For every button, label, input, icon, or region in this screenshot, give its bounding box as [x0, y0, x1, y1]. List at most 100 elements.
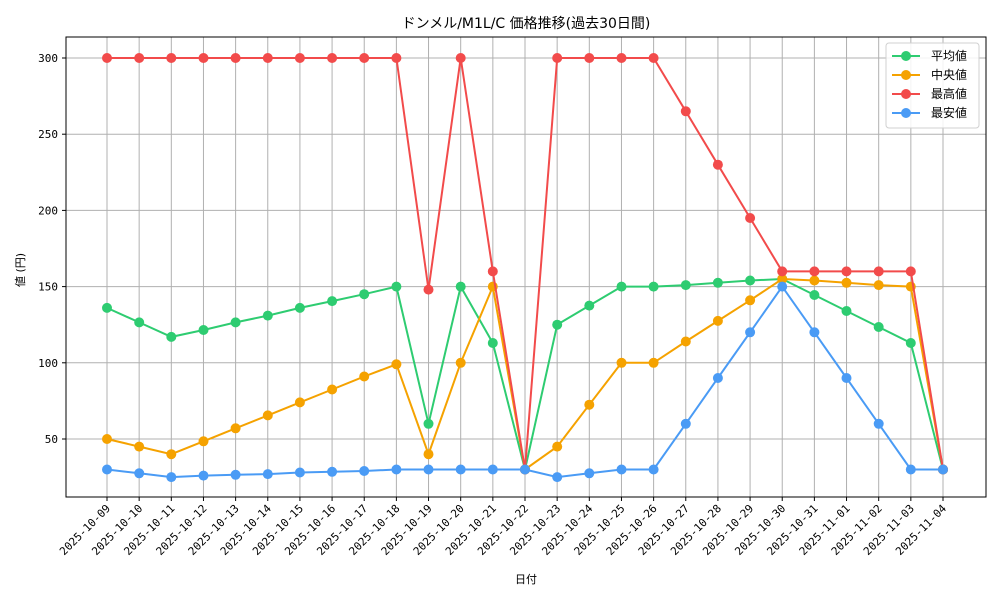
data-point	[327, 296, 338, 307]
data-point	[391, 53, 402, 63]
data-point	[841, 266, 852, 277]
legend-item: 最安値	[892, 105, 967, 120]
data-point	[680, 280, 691, 291]
legend-marker-icon	[901, 108, 911, 118]
data-point	[584, 399, 595, 410]
data-point	[134, 53, 145, 63]
data-point	[905, 266, 916, 277]
data-point	[166, 472, 177, 483]
data-point	[745, 275, 756, 286]
series-3	[102, 281, 948, 483]
data-point	[423, 464, 434, 475]
data-point	[552, 53, 563, 63]
data-point	[294, 467, 305, 478]
data-point	[873, 266, 884, 277]
data-point	[359, 53, 370, 63]
x-axis-label: 日付	[515, 573, 537, 586]
data-point	[841, 306, 852, 316]
data-point	[680, 106, 691, 117]
plot-frame	[65, 36, 987, 498]
data-point	[712, 159, 723, 170]
data-point	[327, 384, 338, 395]
data-point	[230, 53, 241, 63]
data-point	[359, 466, 370, 476]
data-point	[198, 325, 209, 335]
data-point	[359, 289, 370, 300]
data-point	[809, 266, 820, 277]
data-point	[423, 418, 434, 429]
chart-title: ドンメル/M1L/C 価格推移(過去30日間)	[402, 16, 651, 32]
data-point	[294, 302, 305, 313]
data-point	[359, 371, 370, 382]
data-point	[166, 331, 177, 342]
data-point	[873, 418, 884, 429]
y-axis: 50 100 150 200 250 300	[38, 52, 66, 446]
legend-label: 平均値	[931, 48, 967, 63]
data-point	[198, 53, 209, 63]
data-point	[648, 357, 659, 368]
series-lines	[102, 53, 948, 483]
legend-box	[885, 42, 980, 129]
y-tick-label: 300	[38, 52, 58, 65]
data-point	[134, 468, 145, 479]
y-tick-label: 50	[45, 433, 58, 446]
legend-marker-icon	[901, 51, 911, 61]
legend-label: 最安値	[931, 105, 967, 120]
data-point	[455, 464, 466, 475]
data-point	[680, 418, 691, 429]
data-point	[584, 300, 595, 311]
data-point	[809, 290, 820, 300]
data-point	[487, 338, 498, 348]
data-point	[552, 472, 563, 483]
data-point	[584, 53, 595, 63]
data-point	[423, 449, 434, 460]
y-tick-label: 100	[38, 357, 58, 370]
data-point	[745, 213, 756, 223]
data-point	[262, 53, 273, 63]
data-point	[905, 464, 916, 475]
legend-marker-icon	[901, 89, 911, 99]
data-point	[102, 53, 112, 63]
data-point	[584, 468, 595, 479]
data-point	[391, 464, 402, 475]
legend-item: 中央値	[892, 67, 967, 82]
data-point	[841, 373, 852, 383]
data-point	[455, 53, 466, 63]
legend-item: 最高値	[892, 86, 967, 101]
data-point	[166, 449, 177, 460]
data-point	[102, 464, 112, 475]
data-point	[938, 464, 948, 475]
data-point	[809, 327, 820, 338]
data-point	[648, 281, 659, 292]
data-point	[262, 410, 273, 421]
data-point	[680, 336, 691, 347]
data-point	[777, 266, 788, 277]
data-point	[102, 302, 112, 313]
legend-item: 平均値	[892, 48, 967, 63]
data-point	[166, 53, 177, 63]
data-point	[455, 357, 466, 368]
data-point	[102, 434, 112, 444]
data-point	[905, 338, 916, 348]
data-point	[391, 281, 402, 292]
data-point	[198, 436, 209, 447]
data-point	[873, 322, 884, 332]
legend-marker-icon	[901, 70, 911, 80]
data-point	[616, 53, 627, 63]
data-point	[134, 317, 145, 328]
data-point	[455, 281, 466, 292]
data-point	[230, 423, 241, 434]
x-axis: 2025-10-092025-10-102025-10-112025-10-12…	[57, 497, 949, 558]
data-point	[262, 469, 273, 480]
data-point	[552, 319, 563, 330]
data-point	[327, 466, 338, 477]
y-tick-label: 200	[38, 204, 58, 217]
data-point	[777, 274, 788, 284]
data-point	[262, 310, 273, 321]
data-point	[327, 53, 338, 63]
data-point	[841, 277, 852, 288]
legend-label: 最高値	[931, 86, 967, 101]
